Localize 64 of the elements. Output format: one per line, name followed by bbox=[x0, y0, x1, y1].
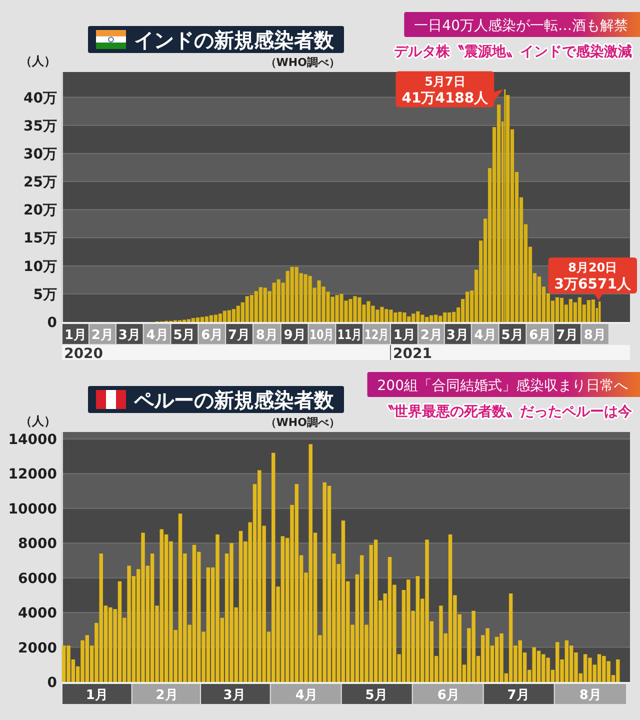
y-tick-label: 5万 bbox=[33, 286, 57, 303]
y-tick-label: 8000 bbox=[18, 536, 58, 552]
x-tick-label: 2月 bbox=[91, 328, 114, 343]
y-tick-label: 6000 bbox=[18, 570, 58, 587]
annotation: 5月7日 41万4188人 bbox=[402, 74, 490, 106]
y-axis-title: （人） bbox=[20, 414, 56, 428]
y-tick-label: 30万 bbox=[24, 146, 57, 162]
x-tick-label: 7月 bbox=[507, 688, 530, 703]
text: デルタ株〝震源地〟インドで感染激減 bbox=[394, 43, 632, 60]
text: 200組「合同結婚式」感染収まり日常へ bbox=[377, 378, 628, 394]
y-tick-label: 40万 bbox=[24, 90, 57, 106]
x-tick-label: 6月 bbox=[529, 328, 552, 343]
chart-subtitle: （WHO調べ） bbox=[265, 56, 340, 69]
text: 〝世界最悪の死者数〟だったペルーは今 bbox=[380, 404, 633, 420]
y-tick-label: 0 bbox=[47, 315, 58, 331]
x-tick-label: 8月 bbox=[579, 688, 602, 703]
x-tick-label: 5月 bbox=[501, 328, 524, 343]
y-tick-label: 20万 bbox=[24, 202, 57, 219]
x-tick-label: 3月 bbox=[223, 688, 246, 703]
chart-title: ペルーの新規感染者数 bbox=[133, 388, 335, 412]
text: 一日40万人感染が一転…酒も解禁 bbox=[414, 18, 628, 34]
bar bbox=[186, 319, 191, 322]
annotation: 8月20日 3万6571人 bbox=[554, 260, 632, 292]
y-tick-label: 35万 bbox=[24, 118, 57, 134]
y-tick-label: 2000 bbox=[18, 640, 58, 656]
y-tick-label: 4000 bbox=[18, 606, 58, 622]
x-tick-label: 6月 bbox=[201, 328, 224, 343]
chart-subtitle: （WHO調べ） bbox=[265, 416, 340, 429]
y-tick-label: 0 bbox=[47, 675, 58, 691]
y-tick-label: 12000 bbox=[8, 466, 58, 483]
chart-title: インドの新規感染者数 bbox=[134, 28, 335, 52]
callout: 5月7日 41万4188人 bbox=[396, 71, 504, 108]
x-tick-label: 1月 bbox=[86, 688, 108, 703]
y-tick-label: 10万 bbox=[24, 258, 57, 275]
x2-tick-label: 2020 bbox=[64, 346, 104, 362]
x-tick-label: 4月 bbox=[295, 688, 318, 703]
x-tick-label: 1月 bbox=[64, 328, 87, 343]
x2-tick-label: 2021 bbox=[393, 346, 432, 362]
y-tick-label: 15万 bbox=[24, 230, 57, 247]
x-tick-label: 7月 bbox=[556, 328, 578, 343]
bar bbox=[537, 276, 542, 322]
x-tick-label: 1月 bbox=[393, 328, 416, 343]
y-tick-label: 10000 bbox=[8, 501, 58, 518]
x-tick-label: 4月 bbox=[474, 328, 496, 343]
bar bbox=[196, 318, 200, 322]
x-tick-label: 2月 bbox=[156, 688, 178, 703]
y-axis-title: （人） bbox=[20, 54, 56, 68]
x-tick-label: 3月 bbox=[446, 328, 468, 343]
x-tick-label: 8月 bbox=[584, 328, 606, 343]
y-tick-label: 14000 bbox=[8, 432, 58, 448]
x-tick-label: 3月 bbox=[118, 328, 140, 343]
x-tick-label: 9月 bbox=[284, 328, 306, 343]
x-tick-label: 2月 bbox=[420, 328, 442, 343]
x-tick-label: 7月 bbox=[228, 328, 250, 343]
x-tick-label: 5月 bbox=[365, 688, 388, 703]
callout: 8月20日 3万6571人 bbox=[548, 257, 637, 300]
x-tick-label: 4月 bbox=[146, 328, 168, 343]
bar bbox=[496, 104, 501, 322]
bar bbox=[591, 300, 595, 322]
y-tick-label: 25万 bbox=[24, 174, 57, 191]
x-tick-label: 8月 bbox=[256, 328, 278, 343]
bar bbox=[191, 318, 196, 322]
x-tick-label: 6月 bbox=[437, 688, 460, 703]
x-tick-label: 5月 bbox=[173, 328, 196, 343]
